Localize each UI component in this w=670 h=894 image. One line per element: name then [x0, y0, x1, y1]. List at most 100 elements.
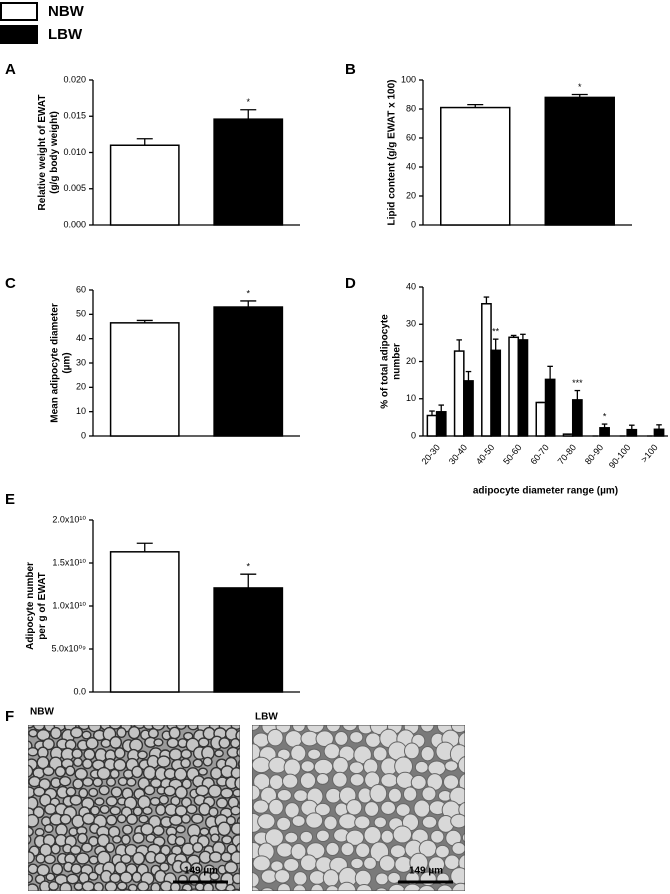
cell	[28, 863, 39, 875]
cell	[208, 806, 219, 818]
cell	[69, 845, 82, 856]
cell	[220, 851, 233, 863]
cell	[154, 852, 167, 865]
cell	[142, 806, 153, 816]
cell	[342, 725, 358, 732]
y-tick-label: 40	[406, 281, 416, 291]
cell	[28, 786, 36, 799]
y-axis-label: (g/g body weight)	[49, 111, 60, 194]
cell	[149, 796, 161, 806]
cell	[138, 814, 149, 824]
cell	[163, 785, 177, 797]
cell	[104, 880, 118, 891]
cell	[238, 866, 240, 875]
cell	[257, 813, 276, 830]
cell	[349, 773, 365, 787]
y-axis-label: Relative weight of EWAT	[37, 95, 48, 211]
cell	[413, 799, 431, 818]
y-tick-label: 40	[76, 333, 86, 343]
cell	[198, 802, 211, 816]
cell	[99, 804, 110, 815]
cell	[427, 760, 447, 776]
bar	[463, 380, 474, 437]
cell	[28, 851, 35, 864]
cell	[122, 824, 133, 835]
bar	[508, 336, 520, 437]
y-axis-label: Adipocyte number	[25, 562, 36, 650]
cell	[132, 851, 146, 866]
cell	[59, 776, 72, 787]
bar	[535, 401, 547, 437]
y-tick-label: 0.020	[63, 74, 86, 84]
cell	[238, 885, 240, 891]
y-tick-label: 20	[406, 190, 416, 200]
cell	[421, 815, 438, 829]
bar	[571, 399, 583, 437]
error-bar	[465, 370, 472, 381]
cell	[315, 730, 334, 747]
cell	[105, 795, 118, 807]
bar	[481, 303, 492, 437]
cell	[69, 794, 83, 806]
y-tick-label: 1.5x10¹⁰	[52, 557, 86, 567]
panel-letter: F	[5, 708, 14, 725]
bar	[653, 428, 665, 437]
cell	[369, 783, 388, 803]
error-bar	[456, 339, 462, 352]
error-bar	[240, 109, 257, 120]
bar	[544, 96, 615, 226]
cell	[402, 786, 418, 802]
cell	[291, 815, 306, 828]
cell	[49, 726, 62, 740]
significance: *	[246, 562, 250, 572]
cell	[450, 725, 465, 733]
cell	[457, 755, 465, 774]
cell	[34, 827, 45, 837]
cell	[243, 835, 254, 846]
cell	[28, 813, 40, 828]
cell	[105, 814, 118, 826]
cell	[252, 756, 271, 774]
cell	[65, 786, 77, 797]
significance: *	[246, 97, 250, 107]
cell	[378, 855, 396, 872]
cell	[444, 854, 460, 870]
error-bar	[547, 365, 553, 380]
y-tick-label: 0	[411, 430, 416, 440]
cell	[469, 789, 482, 800]
cell	[174, 785, 188, 800]
cell	[202, 756, 213, 767]
cell	[458, 801, 465, 818]
error-bar	[574, 389, 581, 400]
bar	[213, 118, 284, 226]
cell	[234, 776, 240, 791]
y-tick-label: 30	[406, 319, 416, 329]
cell	[197, 767, 208, 776]
cell	[392, 825, 413, 844]
bar	[109, 551, 180, 693]
cell	[153, 738, 164, 747]
cell	[110, 786, 123, 798]
cell	[96, 766, 111, 781]
cell	[436, 884, 454, 891]
cell	[180, 748, 192, 760]
cell	[252, 871, 260, 889]
significance: *	[246, 288, 250, 298]
cell	[32, 725, 46, 731]
cell	[192, 758, 203, 768]
cell	[325, 787, 342, 804]
cell	[225, 815, 236, 826]
cell	[242, 768, 253, 777]
cell	[181, 883, 193, 891]
cell	[337, 881, 357, 891]
bar	[626, 428, 638, 437]
cell	[155, 803, 167, 816]
cell	[54, 766, 67, 778]
cell	[316, 773, 330, 785]
cell	[192, 842, 204, 853]
cell	[395, 803, 411, 817]
cell	[45, 872, 56, 882]
y-tick-label: 10	[76, 406, 86, 416]
cell	[451, 882, 465, 891]
cell	[44, 803, 57, 815]
